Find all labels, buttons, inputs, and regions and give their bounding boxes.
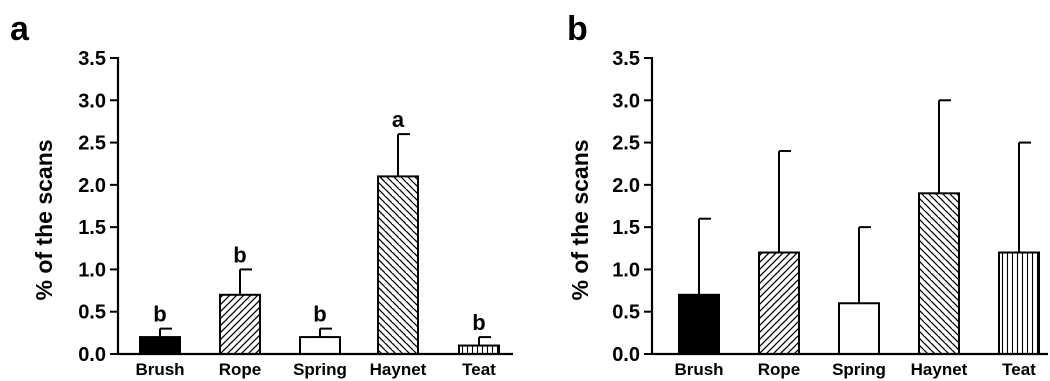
y-tick-label: 2.0 (612, 175, 640, 197)
bar-rope (758, 251, 800, 355)
panel-b-letter: b (567, 10, 588, 48)
panel-b-x-categories: Brush Rope Spring Haynet Teat (674, 360, 1036, 379)
y-tick-label: 3.5 (612, 48, 640, 70)
y-tick-label: 0.0 (612, 344, 640, 366)
y-tick-label: 3.5 (78, 48, 106, 70)
significance-letter: b (472, 310, 485, 335)
y-tick-label: 2.5 (612, 133, 640, 155)
panel-a-y-ticks: 0.0 0.5 1.0 1.5 2.0 2.5 3.0 3.5 (78, 48, 118, 366)
x-category-label: Brush (135, 360, 184, 379)
y-tick-label: 0.5 (612, 302, 640, 324)
y-tick-label: 1.0 (612, 259, 640, 281)
significance-letter: b (153, 302, 166, 327)
y-tick-label: 0.0 (78, 344, 106, 366)
bar-spring (299, 336, 341, 356)
significance-letter: b (233, 242, 246, 267)
bar-teat (998, 251, 1040, 355)
x-category-label: Spring (293, 360, 347, 379)
bar-haynet (918, 192, 960, 355)
panel-a-bars: b b b a b (139, 107, 500, 356)
bar-brush (678, 293, 720, 355)
panel-a-letter: a (10, 10, 30, 48)
panel-b-y-axis-label: % of the scans (567, 139, 593, 300)
bar-teat (458, 344, 500, 355)
y-tick-label: 1.5 (612, 217, 640, 239)
x-category-label: Rope (219, 360, 262, 379)
significance-letter: b (313, 302, 326, 327)
bar-haynet (377, 175, 419, 355)
x-category-label: Rope (758, 360, 801, 379)
panel-a-axes (116, 57, 513, 356)
y-tick-label: 0.5 (78, 302, 106, 324)
panel-a: a % of the scans 0.0 0.5 1.0 1.5 2.0 2.5 3.0 3.… (10, 10, 513, 379)
y-tick-label: 2.5 (78, 133, 106, 155)
panel-a-x-categories: Brush Rope Spring Haynet Teat (135, 360, 496, 379)
y-tick-label: 3.0 (612, 90, 640, 112)
panel-b-axes (650, 57, 1048, 356)
bar-spring (838, 302, 880, 355)
panel-b-bars (678, 99, 1040, 355)
x-category-label: Spring (832, 360, 886, 379)
x-category-label: Teat (1002, 360, 1036, 379)
y-tick-label: 3.0 (78, 90, 106, 112)
x-category-label: Haynet (911, 360, 968, 379)
x-category-label: Brush (674, 360, 723, 379)
bar-brush (139, 336, 181, 356)
x-category-label: Haynet (370, 360, 427, 379)
y-tick-label: 2.0 (78, 175, 106, 197)
panel-a-y-axis-label: % of the scans (31, 139, 57, 300)
x-category-label: Teat (462, 360, 496, 379)
bar-rope (219, 293, 261, 355)
panel-b-y-ticks: 0.0 0.5 1.0 1.5 2.0 2.5 3.0 3.5 (612, 48, 652, 366)
significance-letter: a (392, 107, 405, 132)
panel-b: b % of the scans 0.0 0.5 1.0 1.5 2.0 2.5 3.0 3.… (567, 10, 1048, 379)
y-tick-label: 1.5 (78, 217, 106, 239)
y-tick-label: 1.0 (78, 259, 106, 281)
